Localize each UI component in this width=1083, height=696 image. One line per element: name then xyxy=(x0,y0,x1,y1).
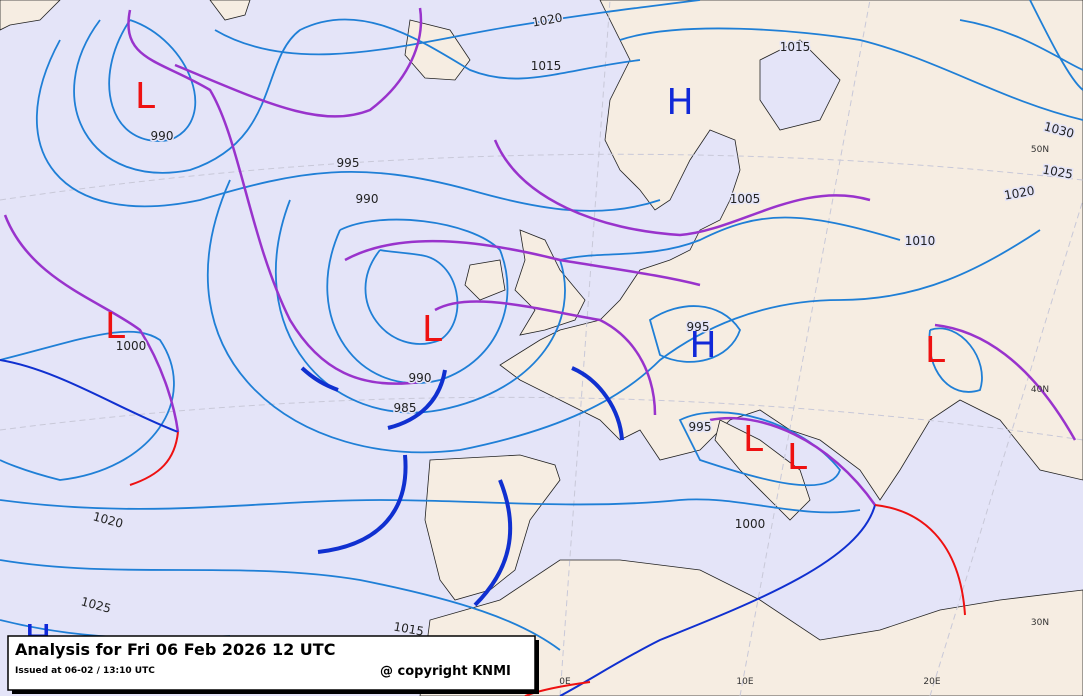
grid-line xyxy=(559,0,611,696)
occluded-front xyxy=(344,239,701,287)
isobar xyxy=(274,199,901,414)
europe xyxy=(499,0,1083,501)
trough xyxy=(571,366,624,441)
occluded-front xyxy=(174,7,423,118)
trough xyxy=(473,479,513,607)
cold-front xyxy=(559,504,876,696)
isobar xyxy=(619,27,1083,121)
isobar-label: 1005 xyxy=(730,192,761,206)
isobar xyxy=(0,498,861,514)
warm-front xyxy=(874,504,966,616)
italy xyxy=(714,419,811,521)
isobar-label: 995 xyxy=(337,156,360,170)
isobar-label: 1015 xyxy=(780,40,811,54)
box xyxy=(7,635,536,691)
isobar-label: 990 xyxy=(151,129,174,143)
isobar-label: 1020 xyxy=(531,11,564,30)
isobar xyxy=(0,330,175,481)
grid-line xyxy=(0,396,1083,441)
issued: Issued at 06-02 / 13:10 UTC xyxy=(15,666,155,676)
occluded-front xyxy=(934,323,1077,441)
trough xyxy=(387,369,447,430)
pressure-center: L xyxy=(105,306,125,347)
isobar xyxy=(0,559,561,651)
greenland xyxy=(0,0,61,31)
occluded-front xyxy=(434,300,657,416)
pressure-center: L xyxy=(743,419,763,460)
ireland xyxy=(464,259,506,301)
isobar xyxy=(1029,0,1083,91)
warm-front xyxy=(129,431,179,486)
isobar xyxy=(108,19,197,142)
isobars xyxy=(0,0,1083,651)
grid-label: 20E xyxy=(923,677,940,687)
warm-front xyxy=(524,681,591,696)
grid-label: 50N xyxy=(1031,145,1049,155)
trough xyxy=(300,366,339,392)
isobar-label: 1000 xyxy=(116,339,147,353)
grid-label: 10E xyxy=(736,677,753,687)
occluded-front xyxy=(127,9,421,385)
isobar-label: 990 xyxy=(356,192,379,206)
isobar xyxy=(214,0,701,56)
isobar xyxy=(648,305,741,363)
occluded-front xyxy=(709,416,877,506)
isobar xyxy=(73,18,641,174)
isobar xyxy=(928,327,983,393)
isobar xyxy=(678,411,842,487)
africa xyxy=(419,559,1083,696)
landmass xyxy=(209,0,251,21)
isobar-label: 995 xyxy=(687,320,710,334)
occluded-front xyxy=(493,139,871,237)
title: Analysis for Fri 06 Feb 2026 12 UTC xyxy=(15,640,335,659)
pressure-center: L xyxy=(135,76,155,117)
isobar xyxy=(207,179,1041,454)
isobar xyxy=(326,218,509,384)
cold-front xyxy=(0,359,179,433)
grid-label: 0E xyxy=(559,677,571,687)
pressure-center: H xyxy=(666,82,693,123)
grid-line xyxy=(929,199,1083,696)
isobar-label: 990 xyxy=(409,371,432,385)
isobar-label: 1000 xyxy=(735,517,766,531)
isobar-label: 1015 xyxy=(531,59,562,73)
isobar-label: 1025 xyxy=(1041,163,1074,182)
pressure-center: L xyxy=(925,330,945,371)
isobar-label: 1015 xyxy=(392,620,425,639)
copyright: @ copyright KNMI xyxy=(380,664,511,679)
isobar xyxy=(959,19,1083,71)
baltic xyxy=(759,39,841,131)
isobar-label: 985 xyxy=(394,401,417,415)
pressure-center: H xyxy=(689,325,716,366)
iberia xyxy=(424,454,561,601)
trough xyxy=(317,454,408,554)
isobar xyxy=(364,249,459,345)
occluded-front xyxy=(3,214,180,433)
grid-label: 40N xyxy=(1031,385,1049,395)
grid-label: 30N xyxy=(1031,618,1049,628)
isobar-label: 1020 xyxy=(1003,184,1036,203)
isobar-label: 1010 xyxy=(905,234,936,248)
isobar xyxy=(35,39,661,212)
fronts xyxy=(0,7,1077,696)
legend-box: Analysis for Fri 06 Feb 2026 12 UTC Issu… xyxy=(7,635,539,694)
pressure-center: L xyxy=(422,309,442,350)
pressure-center: L xyxy=(787,437,807,478)
grid-line xyxy=(739,0,871,696)
isobar-label: 995 xyxy=(689,420,712,434)
grid-line xyxy=(0,153,1083,201)
